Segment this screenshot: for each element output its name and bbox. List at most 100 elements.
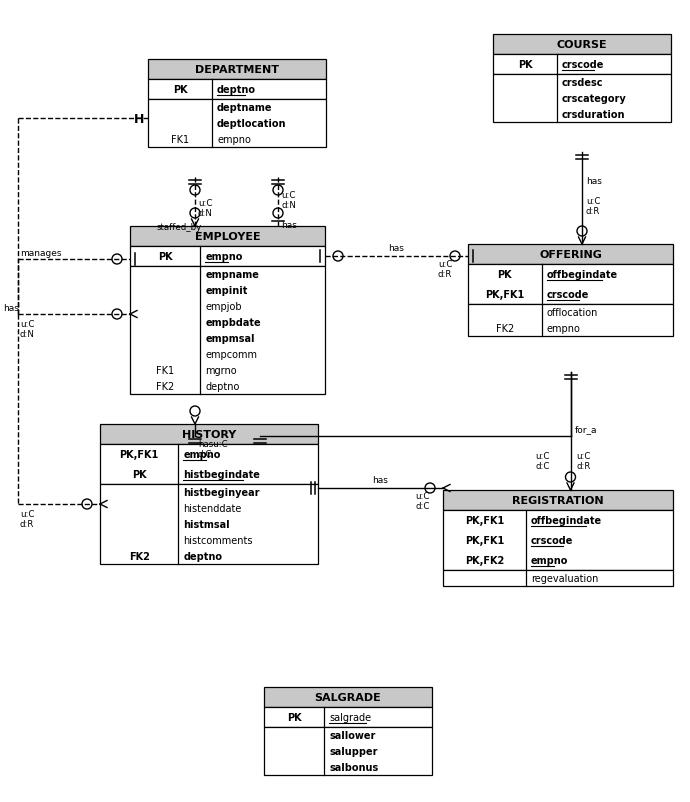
Text: PK,FK1: PK,FK1 [119,449,159,460]
Text: histmsal: histmsal [184,520,230,529]
Bar [264,707,432,727]
Text: deptname: deptname [217,103,273,113]
Bar [264,727,432,775]
Text: COURSE: COURSE [557,40,607,50]
Text: histcomments: histcomments [184,535,253,545]
Bar [148,60,326,80]
Text: u:C: u:C [20,320,34,329]
Bar [493,55,671,75]
Text: PK,FK2: PK,FK2 [465,555,504,565]
Text: histenddate: histenddate [184,504,242,513]
Text: has: has [388,244,404,253]
Text: deptno: deptno [184,551,222,561]
Text: deptlocation: deptlocation [217,119,286,129]
Text: SALGRADE: SALGRADE [315,692,382,702]
Bar [443,490,673,510]
Text: histbegindate: histbegindate [184,469,260,480]
Text: crscode: crscode [531,535,573,545]
Text: PK: PK [172,85,188,95]
Text: PK,FK1: PK,FK1 [465,516,504,525]
Text: FK2: FK2 [156,382,174,391]
Bar [443,570,673,586]
Text: FK2: FK2 [496,323,514,334]
Text: crscode: crscode [562,60,604,70]
Bar [148,80,326,100]
Text: empinit: empinit [205,286,248,296]
Text: PK: PK [287,712,302,722]
Text: mgrno: mgrno [205,366,237,375]
Bar [468,265,673,305]
Text: d:R: d:R [577,461,591,471]
Text: salgrade: salgrade [330,712,372,722]
Bar [493,35,671,55]
Text: H: H [134,113,144,126]
Bar [100,484,318,565]
Bar [468,305,673,337]
Text: for_a: for_a [575,424,597,433]
Text: empbdate: empbdate [205,318,261,327]
Text: FK1: FK1 [156,366,174,375]
Text: empcomm: empcomm [205,350,257,359]
Text: empno: empno [546,323,581,334]
Text: PK: PK [158,252,172,261]
Text: HISTORY: HISTORY [182,429,236,439]
Text: REGISTRATION: REGISTRATION [512,496,604,505]
Bar [493,75,671,123]
Text: offlocation: offlocation [546,308,598,318]
Text: OFFERING: OFFERING [539,249,602,260]
Text: hasu:C: hasu:C [198,439,228,448]
Text: offbegindate: offbegindate [531,516,602,525]
Text: u:C: u:C [20,509,34,518]
Text: empjob: empjob [205,302,241,312]
Bar [130,267,325,395]
Text: u:C: u:C [586,196,600,206]
Text: PK,FK1: PK,FK1 [465,535,504,545]
Text: crsdesc: crsdesc [562,78,604,88]
Bar [468,245,673,265]
Text: u:C: u:C [438,260,453,269]
Text: PK: PK [497,269,512,280]
Text: sallower: sallower [330,730,376,740]
Text: u:C: u:C [415,492,429,500]
Text: d:R: d:R [438,269,453,278]
Text: empmsal: empmsal [205,334,255,343]
Text: EMPLOYEE: EMPLOYEE [195,232,260,241]
Bar [148,100,326,148]
Text: salupper: salupper [330,746,378,756]
Text: crscode: crscode [546,290,589,300]
Text: regevaluation: regevaluation [531,573,598,583]
Text: empno: empno [184,449,221,460]
Text: has: has [373,476,388,484]
Text: FK2: FK2 [129,551,150,561]
Text: deptno: deptno [205,382,239,391]
Text: PK: PK [132,469,146,480]
Text: crscategory: crscategory [562,94,627,104]
Text: deptno: deptno [217,85,256,95]
Text: empno: empno [531,555,568,565]
Bar [130,227,325,247]
Text: has: has [3,304,19,313]
Text: PK,FK1: PK,FK1 [485,290,524,300]
Text: DEPARTMENT: DEPARTMENT [195,65,279,75]
Text: d:C: d:C [198,449,213,459]
Text: u:C: u:C [577,452,591,460]
Text: d:C: d:C [535,461,550,471]
Bar [100,444,318,484]
Text: d:N: d:N [20,330,35,338]
Text: histbeginyear: histbeginyear [184,488,260,497]
Text: empno: empno [205,252,243,261]
Text: empname: empname [205,269,259,280]
Text: d:R: d:R [20,520,34,529]
Bar [100,424,318,444]
Text: offbegindate: offbegindate [546,269,618,280]
Text: u:C: u:C [535,452,550,460]
Text: has: has [281,221,297,229]
Text: u:C: u:C [281,191,295,200]
Text: d:R: d:R [586,207,600,216]
Text: manages: manages [20,249,61,257]
Bar [264,687,432,707]
Text: FK1: FK1 [171,135,189,145]
Text: staffed_by: staffed_by [157,223,202,232]
Text: d:N: d:N [281,200,296,210]
Text: salbonus: salbonus [330,762,379,772]
